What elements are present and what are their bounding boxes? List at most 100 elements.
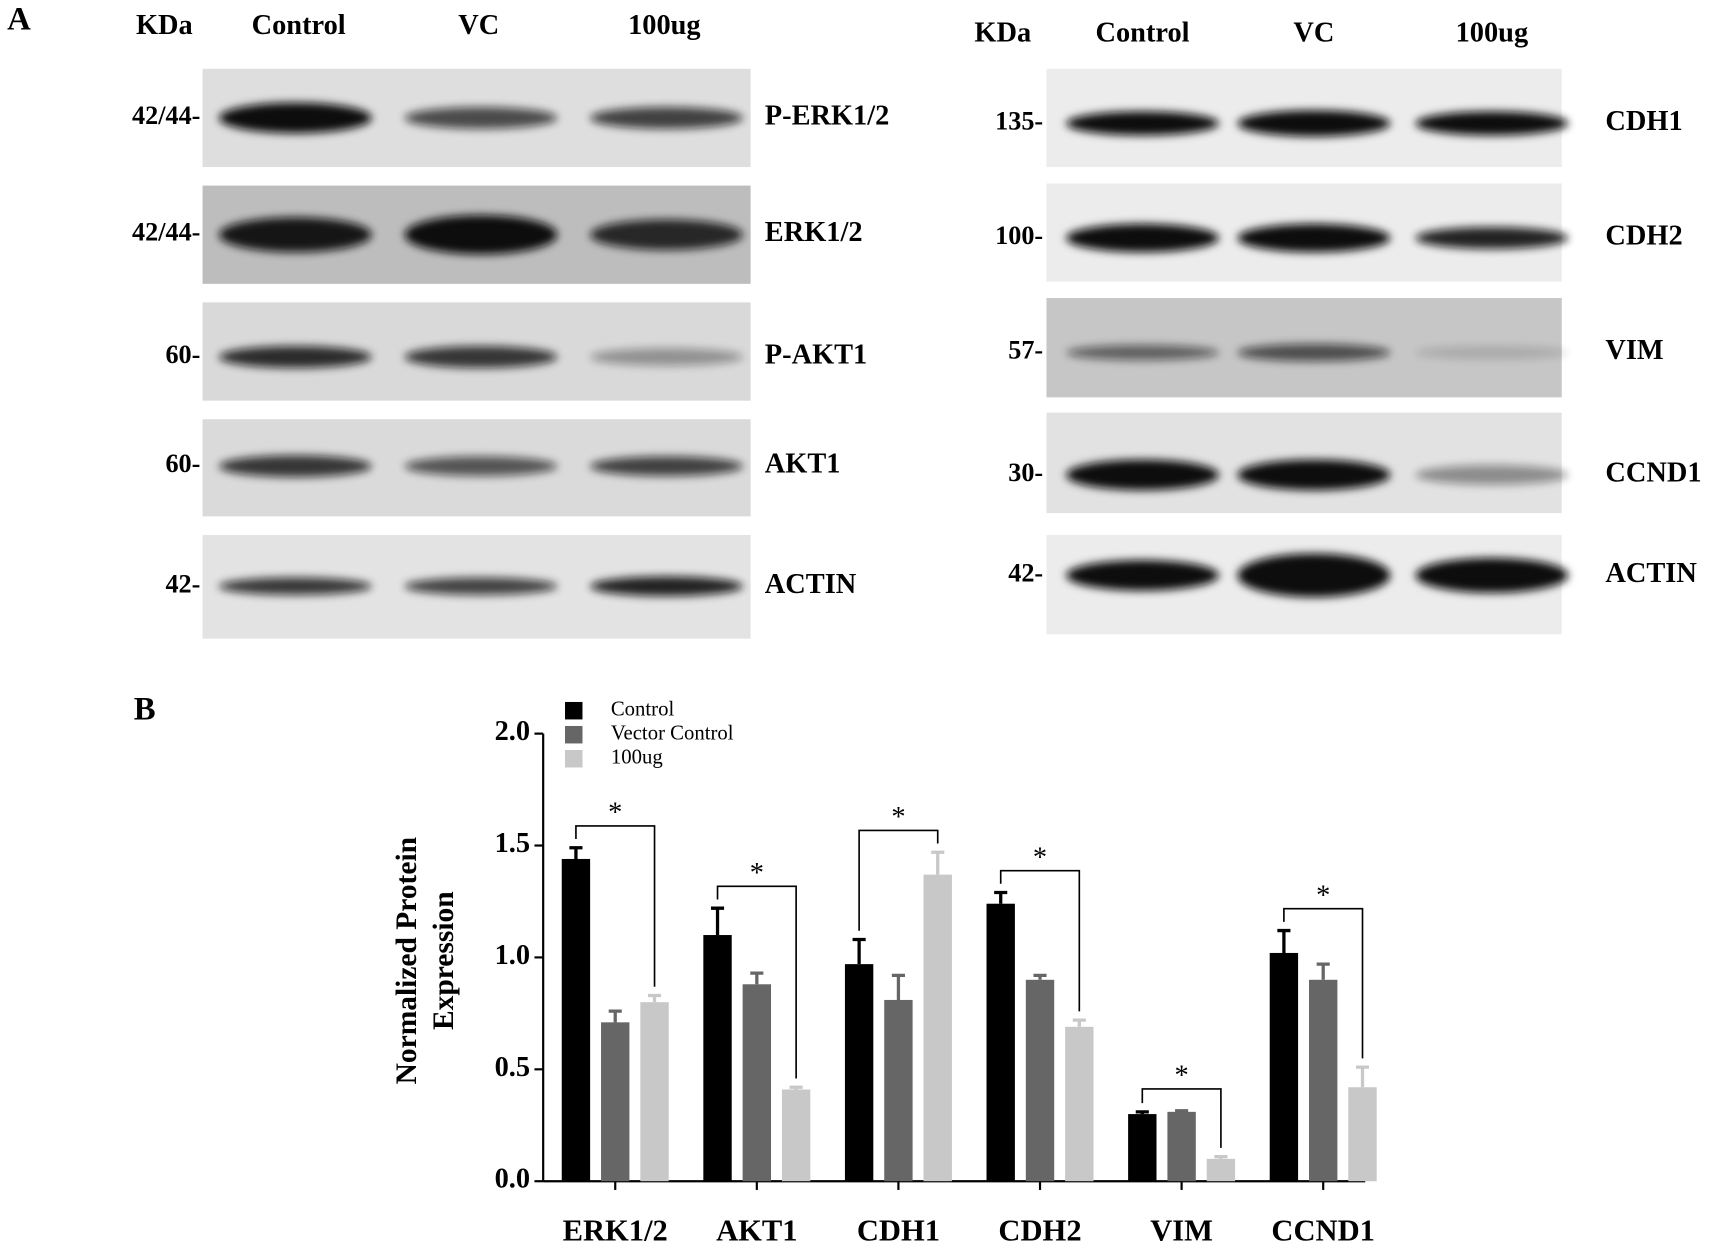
band <box>590 348 743 366</box>
band <box>1237 223 1391 253</box>
band <box>1066 344 1219 361</box>
error-bar <box>647 993 662 1003</box>
protein-label: AKT1 <box>765 449 841 480</box>
band <box>590 219 743 250</box>
kda-header: KDa <box>136 10 193 41</box>
error-bar <box>1214 1154 1228 1159</box>
bar-chart: 0.0 0.5 1.0 1.5 2.0 Normalized Protein Express… <box>391 698 1377 1248</box>
error-bar <box>710 906 725 936</box>
protein-label: VIM <box>1605 335 1663 366</box>
error-bar <box>1277 928 1291 953</box>
protein-label: ACTIN <box>1605 558 1697 589</box>
error-bar <box>789 1085 803 1090</box>
band <box>1415 557 1569 593</box>
band <box>218 455 372 478</box>
band <box>1066 560 1219 591</box>
band <box>1415 346 1569 360</box>
bar <box>1309 979 1338 1182</box>
band <box>1237 110 1391 137</box>
protein-label: P-AKT1 <box>765 340 867 371</box>
bar <box>781 1089 811 1182</box>
panel-label: B <box>134 691 156 727</box>
bar <box>1348 1087 1377 1182</box>
marker-label: 100- <box>995 221 1043 250</box>
significance-label: * <box>1316 880 1330 911</box>
marker-label: 60- <box>165 340 200 369</box>
y-tick-label: 1.0 <box>495 940 530 971</box>
band <box>218 577 372 595</box>
bar <box>844 964 874 1182</box>
y-tick-label: 2.0 <box>495 716 530 747</box>
error-bar <box>1072 1018 1086 1027</box>
protein-label: CDH2 <box>1605 221 1682 252</box>
band <box>1066 223 1219 253</box>
significance-bracket <box>858 829 939 931</box>
protein-label: CDH1 <box>1605 106 1682 137</box>
error-bar <box>852 937 866 965</box>
band <box>1066 111 1219 136</box>
marker-label: 42- <box>1008 558 1043 587</box>
bar <box>1206 1158 1236 1182</box>
bar <box>561 858 591 1182</box>
error-bar <box>569 846 583 859</box>
y-tick-label: 0.0 <box>495 1164 530 1195</box>
error-bar <box>994 890 1008 904</box>
error-bar <box>1135 1110 1149 1115</box>
significance-label: * <box>891 802 905 833</box>
error-bar <box>931 850 945 875</box>
band <box>1237 343 1391 362</box>
y-axis-label-line: Normalized Protein <box>391 837 423 1084</box>
significance-label: * <box>1033 842 1047 873</box>
blots: KDa Control VC 100ug 42/44- P-ERK1/2 42/44- ERK… <box>132 10 1702 639</box>
bar <box>601 1022 630 1182</box>
bar <box>1167 1111 1196 1182</box>
y-axis-label: Normalized Protein Expression <box>391 837 460 1084</box>
band <box>1415 227 1569 249</box>
lane-header: Control <box>252 10 346 41</box>
error-bar <box>1355 1065 1370 1088</box>
bar <box>640 1002 669 1182</box>
legend-swatch <box>565 701 583 720</box>
band <box>1237 459 1391 491</box>
error-bar <box>891 973 905 1000</box>
bar <box>1065 1026 1094 1182</box>
legend-label: 100ug <box>611 746 663 768</box>
significance-label: * <box>750 858 764 889</box>
band <box>1066 459 1219 491</box>
lane-header: VC <box>1293 17 1334 48</box>
x-tick-label: CDH1 <box>857 1214 940 1248</box>
band <box>404 106 558 129</box>
band <box>404 577 558 595</box>
protein-label: CCND1 <box>1605 457 1701 488</box>
significance-label: * <box>1175 1060 1189 1091</box>
x-tick-label: VIM <box>1150 1214 1213 1248</box>
band <box>404 346 558 368</box>
marker-label: 60- <box>165 449 200 478</box>
legend-swatch <box>565 750 583 768</box>
band <box>218 346 372 368</box>
panel-label: A <box>7 1 31 37</box>
x-tick-label: AKT1 <box>716 1214 797 1248</box>
band <box>404 456 558 476</box>
legend-swatch <box>565 725 583 744</box>
band <box>590 106 743 129</box>
band <box>590 456 743 476</box>
bar <box>923 874 952 1182</box>
significance-bracket <box>716 885 797 1079</box>
bar <box>703 935 732 1182</box>
y-tick-label: 1.5 <box>495 828 530 859</box>
bar <box>1128 1114 1157 1182</box>
band <box>590 576 743 597</box>
error-bar <box>750 971 764 985</box>
marker-label: 30- <box>1008 458 1043 487</box>
band <box>1415 465 1569 485</box>
error-bar <box>1316 962 1330 980</box>
protein-label: ERK1/2 <box>765 217 863 248</box>
band <box>1415 111 1569 136</box>
band <box>218 102 372 134</box>
bar <box>742 984 772 1182</box>
x-tick-label: CDH2 <box>998 1214 1081 1248</box>
significance-bracket <box>999 869 1081 1012</box>
marker-label: 57- <box>1008 336 1043 365</box>
